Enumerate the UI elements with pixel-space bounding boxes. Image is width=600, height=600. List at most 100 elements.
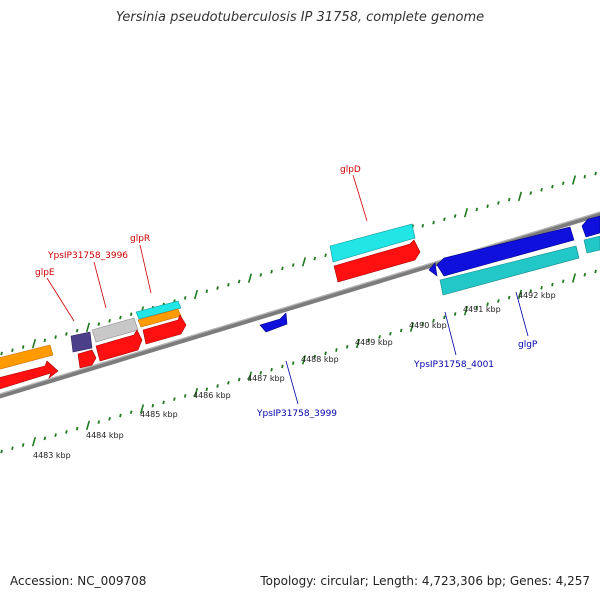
gene-ypsip31758-4001-teal[interactable]	[439, 245, 580, 296]
gene-orange-left[interactable]	[0, 344, 54, 371]
ypsip31758-3999-leader	[285, 360, 299, 405]
upper-minor-tick	[237, 279, 241, 284]
upper-minor-tick	[313, 256, 317, 261]
gene-glpr-orange[interactable]	[137, 308, 182, 328]
upper-minor-tick	[259, 273, 263, 277]
lower-minor-tick	[129, 410, 133, 415]
lower-minor-tick	[561, 279, 565, 284]
map-title: Yersinia pseudotuberculosis IP 31758, co…	[115, 10, 485, 25]
gene-glgp-blue[interactable]	[436, 226, 575, 277]
lower-minor-tick	[65, 430, 68, 434]
lower-major-tick	[85, 420, 91, 431]
upper-minor-tick	[75, 328, 79, 333]
lower-minor-tick	[205, 387, 209, 392]
lower-minor-tick	[0, 449, 3, 454]
lower-major-tick	[139, 404, 145, 414]
lower-minor-tick	[324, 351, 327, 356]
gene-right-teal-edge[interactable]	[583, 235, 600, 254]
upper-minor-tick	[205, 289, 209, 294]
scale-label-4483: 4483 kbp	[33, 451, 71, 460]
upper-minor-tick	[270, 269, 273, 274]
gene-label-glgp: glgP	[518, 340, 538, 350]
lower-major-tick	[301, 355, 307, 365]
lower-minor-tick	[486, 302, 489, 307]
lower-minor-tick	[237, 377, 241, 382]
upper-minor-tick	[216, 286, 219, 290]
lower-major-tick	[409, 322, 415, 332]
gene-red-left[interactable]	[0, 360, 59, 391]
lower-minor-tick	[119, 413, 122, 418]
upper-minor-tick	[21, 345, 25, 349]
upper-major-tick	[85, 322, 91, 333]
lower-tick-row	[0, 269, 597, 454]
lower-major-tick	[31, 436, 37, 447]
lower-minor-tick	[97, 420, 101, 424]
upper-minor-tick	[11, 348, 14, 353]
upper-minor-tick	[0, 351, 3, 356]
upper-minor-tick	[291, 263, 295, 267]
upper-minor-tick	[421, 223, 425, 228]
gene-label-ypsip31758-4001: YpsIP31758_4001	[413, 360, 494, 370]
upper-minor-tick	[65, 332, 68, 336]
scale-label-4486: 4486 kbp	[193, 391, 231, 400]
upper-minor-tick	[54, 335, 57, 339]
upper-minor-tick	[540, 187, 543, 192]
lower-minor-tick	[54, 433, 57, 437]
upper-minor-tick	[281, 266, 284, 271]
gene-glpe-red[interactable]	[77, 349, 97, 369]
upper-minor-tick	[475, 207, 479, 212]
lower-minor-tick	[259, 371, 263, 375]
gene-glpe[interactable]	[70, 331, 93, 353]
scale-label-4487: 4487 kbp	[247, 374, 285, 383]
lower-major-tick	[355, 338, 361, 349]
lower-minor-tick	[367, 338, 371, 343]
lower-minor-tick	[399, 328, 403, 333]
gene-label-ypsip31758-3996: YpsIP31758_3996	[47, 251, 128, 261]
lower-minor-tick	[432, 318, 435, 323]
lower-minor-tick	[551, 282, 554, 287]
glpr-leader	[139, 244, 152, 294]
gene-small-blue-arrow[interactable]	[428, 262, 438, 277]
lower-minor-tick	[11, 446, 14, 451]
scale-label-4492: 4492 kbp	[518, 291, 556, 300]
lower-major-tick	[571, 273, 577, 283]
lower-minor-tick	[529, 289, 533, 293]
lower-minor-tick	[281, 364, 284, 369]
lower-major-tick	[247, 371, 253, 381]
lower-major-tick	[463, 305, 469, 316]
gene-glpr-cyan[interactable]	[135, 300, 182, 320]
gene-glpd-red[interactable]	[333, 239, 421, 283]
lower-minor-tick	[75, 426, 79, 431]
lower-minor-tick	[335, 348, 338, 352]
upper-minor-tick	[183, 296, 187, 300]
upper-minor-tick	[486, 204, 489, 209]
gene-glpr-red[interactable]	[142, 314, 187, 345]
gene-ypsip31758-3999[interactable]	[259, 312, 288, 333]
gene-glpe-big-red[interactable]	[95, 329, 143, 362]
upper-minor-tick	[108, 318, 111, 323]
lower-minor-tick	[216, 384, 219, 388]
upper-major-tick	[247, 273, 253, 283]
lower-minor-tick	[475, 305, 479, 310]
upper-minor-tick	[443, 217, 446, 222]
upper-minor-tick	[432, 220, 435, 225]
upper-minor-tick	[43, 338, 47, 343]
lower-minor-tick	[378, 335, 381, 339]
ypsip31758-4001-leader	[444, 311, 457, 356]
lower-minor-tick	[453, 312, 457, 316]
upper-minor-tick	[97, 322, 101, 326]
scale-label-4490: 4490 kbp	[409, 321, 447, 330]
lower-minor-tick	[389, 331, 392, 336]
lower-minor-tick	[583, 272, 587, 277]
gene-ypsip31758-3996[interactable]	[91, 317, 139, 343]
upper-minor-tick	[497, 201, 500, 205]
upper-minor-tick	[594, 171, 597, 176]
upper-minor-tick	[324, 253, 327, 258]
gene-right-blue-edge[interactable]	[581, 215, 600, 238]
scale-label-4488: 4488 kbp	[301, 355, 339, 364]
gene-glpd-cyan[interactable]	[329, 223, 416, 263]
lower-minor-tick	[421, 321, 425, 326]
lower-minor-tick	[291, 361, 295, 365]
lower-major-tick	[193, 387, 199, 398]
